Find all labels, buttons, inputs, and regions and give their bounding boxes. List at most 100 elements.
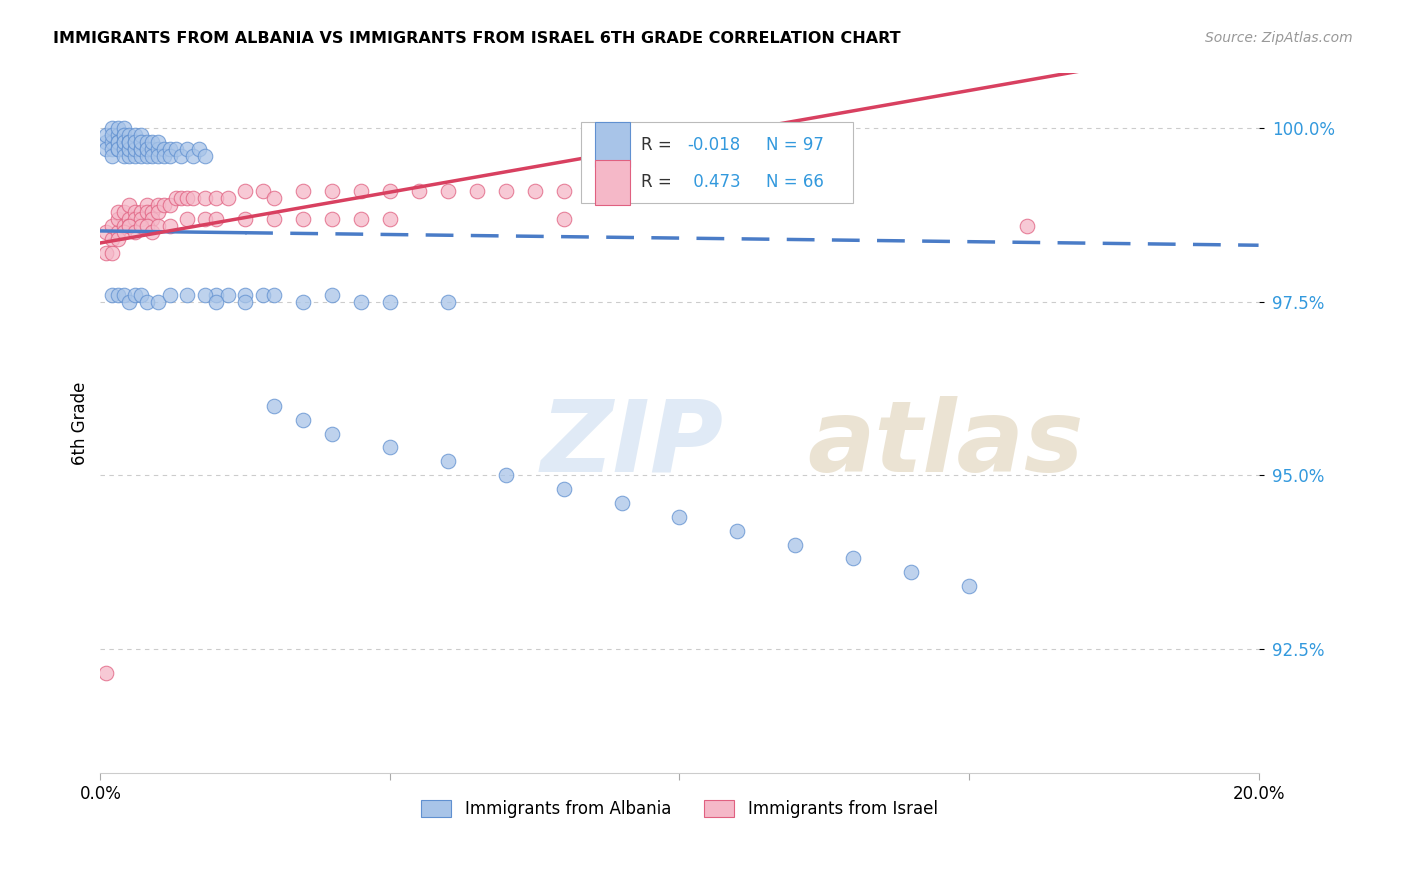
Point [135, 294, 157, 309]
Point [194, 211, 217, 226]
Point [118, 219, 141, 233]
Point [118, 128, 141, 143]
Point [263, 399, 285, 413]
Point [101, 288, 124, 302]
Point [129, 128, 152, 143]
Point [263, 288, 285, 302]
Point [124, 149, 146, 163]
Point [292, 211, 315, 226]
Point [129, 211, 152, 226]
Point [437, 184, 460, 198]
Point [118, 136, 141, 150]
Point [112, 288, 135, 302]
Point [94, 665, 117, 680]
Point [233, 211, 256, 226]
Point [129, 136, 152, 150]
Point [465, 184, 488, 198]
Point [135, 198, 157, 212]
Point [217, 288, 239, 302]
Point [141, 149, 163, 163]
Point [107, 136, 129, 150]
Point [118, 142, 141, 156]
Point [107, 142, 129, 156]
Point [194, 288, 217, 302]
Point [553, 482, 575, 496]
Point [94, 128, 117, 143]
Point [118, 219, 141, 233]
Point [321, 211, 343, 226]
Point [321, 288, 343, 302]
Point [118, 142, 141, 156]
Y-axis label: 6th Grade: 6th Grade [72, 382, 89, 465]
Point [107, 128, 129, 143]
Point [135, 204, 157, 219]
Point [153, 142, 176, 156]
Point [129, 136, 152, 150]
Point [112, 128, 135, 143]
Point [124, 211, 146, 226]
Point [205, 288, 228, 302]
Point [141, 136, 163, 150]
Point [135, 219, 157, 233]
Point [176, 288, 198, 302]
Point [112, 121, 135, 136]
Point [112, 219, 135, 233]
Point [129, 204, 152, 219]
Point [350, 184, 373, 198]
Point [170, 191, 193, 205]
Point [101, 121, 124, 136]
Point [124, 288, 146, 302]
Point [112, 149, 135, 163]
Text: atlas: atlas [807, 396, 1084, 492]
Point [159, 149, 181, 163]
Point [205, 294, 228, 309]
Point [350, 294, 373, 309]
Point [94, 226, 117, 240]
Point [725, 524, 748, 538]
Point [668, 509, 690, 524]
Point [112, 226, 135, 240]
Text: 0.473: 0.473 [688, 173, 740, 192]
Point [165, 142, 187, 156]
Point [129, 219, 152, 233]
Point [112, 142, 135, 156]
Point [263, 191, 285, 205]
Point [217, 191, 239, 205]
Point [252, 184, 274, 198]
Point [292, 184, 315, 198]
Point [112, 136, 135, 150]
Point [107, 121, 129, 136]
Point [408, 184, 430, 198]
Text: N = 97: N = 97 [766, 136, 824, 153]
Point [94, 136, 117, 150]
Bar [595, 160, 630, 205]
Point [263, 211, 285, 226]
Point [495, 184, 517, 198]
Point [159, 219, 181, 233]
Point [378, 294, 401, 309]
Point [107, 204, 129, 219]
Point [124, 142, 146, 156]
Point [118, 211, 141, 226]
Point [292, 413, 315, 427]
Point [610, 496, 633, 510]
Point [129, 142, 152, 156]
Point [94, 246, 117, 260]
Point [842, 551, 865, 566]
Point [252, 288, 274, 302]
Point [233, 288, 256, 302]
Text: R =: R = [641, 136, 678, 153]
Point [378, 441, 401, 455]
Point [112, 204, 135, 219]
Point [176, 142, 198, 156]
Legend: Immigrants from Albania, Immigrants from Israel: Immigrants from Albania, Immigrants from… [415, 793, 945, 824]
Text: -0.018: -0.018 [688, 136, 741, 153]
Point [148, 149, 170, 163]
Point [107, 136, 129, 150]
Point [148, 219, 170, 233]
Point [129, 149, 152, 163]
Point [205, 191, 228, 205]
Point [141, 226, 163, 240]
Point [107, 226, 129, 240]
Point [437, 454, 460, 468]
